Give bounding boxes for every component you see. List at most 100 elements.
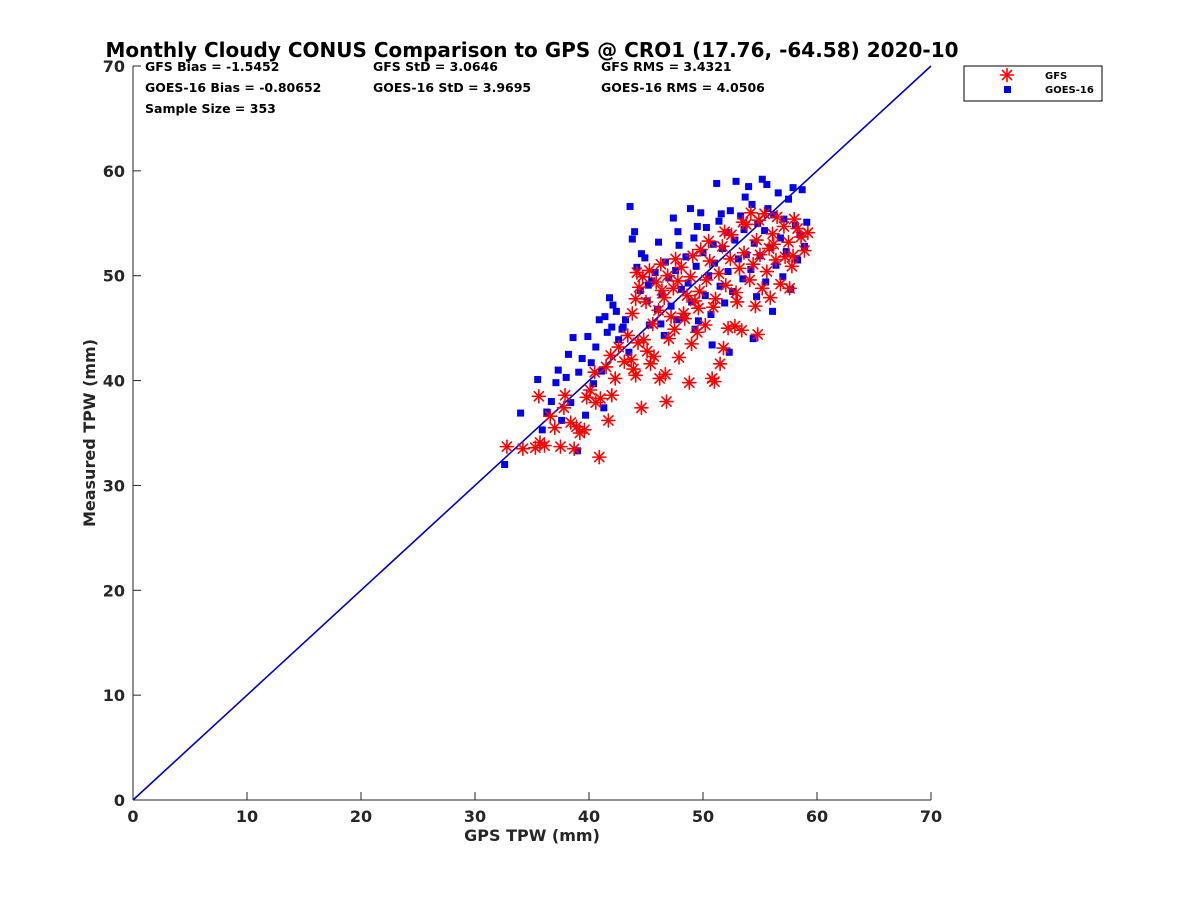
goes16-point bbox=[564, 350, 572, 358]
gfs-point bbox=[587, 364, 603, 380]
goes16-point bbox=[798, 186, 806, 194]
gfs-point bbox=[515, 441, 531, 457]
gfs-point bbox=[776, 219, 792, 234]
gfs-point bbox=[708, 291, 723, 307]
gfs-point bbox=[642, 263, 657, 278]
x-tick-label: 20 bbox=[350, 807, 372, 826]
gfs-point bbox=[582, 382, 598, 398]
goes16-point bbox=[648, 277, 656, 285]
goes-bias-text: GOES-16 Bias = -0.80652 bbox=[145, 80, 321, 95]
y-tick-label: 60 bbox=[103, 162, 125, 181]
goes16-point bbox=[774, 189, 782, 197]
gfs-point bbox=[658, 366, 673, 382]
gfs-point bbox=[752, 247, 768, 263]
gfs-point bbox=[634, 400, 649, 416]
sample-size-text: Sample Size = 353 bbox=[145, 101, 276, 116]
goes16-point bbox=[609, 301, 617, 309]
goes16-point bbox=[625, 348, 633, 356]
plot-area bbox=[132, 65, 932, 801]
gfs-point bbox=[639, 343, 655, 359]
gfs-point bbox=[671, 350, 687, 365]
gfs-point bbox=[636, 332, 652, 347]
gfs-point bbox=[557, 387, 573, 403]
goes16-point bbox=[606, 294, 614, 302]
goes16-point bbox=[803, 218, 811, 226]
gfs-point bbox=[781, 234, 796, 250]
goes16-point bbox=[501, 460, 509, 468]
goes16-point bbox=[724, 268, 732, 276]
gfs-point bbox=[603, 348, 618, 363]
gfs-point bbox=[732, 261, 747, 276]
goes16-point bbox=[558, 416, 566, 424]
gfs-point bbox=[745, 256, 761, 272]
goes16-point bbox=[745, 183, 753, 191]
gfs-point bbox=[785, 248, 801, 264]
goes16-point bbox=[562, 373, 570, 381]
gfs-point bbox=[645, 316, 661, 332]
goes16-point bbox=[672, 266, 680, 274]
gfs-point bbox=[729, 294, 745, 310]
goes16-point bbox=[655, 238, 663, 246]
goes16-point bbox=[785, 195, 792, 203]
goes16-point bbox=[715, 217, 723, 225]
gfs-point bbox=[742, 272, 758, 288]
goes16-point bbox=[677, 285, 685, 293]
goes16-point bbox=[690, 234, 698, 242]
gfs-point bbox=[638, 294, 654, 310]
goes16-point bbox=[758, 175, 766, 183]
gfs-point bbox=[542, 408, 558, 424]
x-tick-label: 60 bbox=[806, 807, 828, 826]
y-tick-label: 30 bbox=[103, 476, 125, 495]
stats-annotations: GFS Bias = -1.5452 GFS StD = 3.0646 GFS … bbox=[145, 59, 765, 116]
gfs-bias-text: GFS Bias = -1.5452 bbox=[145, 59, 279, 74]
gfs-point bbox=[757, 206, 772, 222]
x-tick-label: 40 bbox=[578, 807, 600, 826]
gfs-point bbox=[705, 299, 721, 315]
goes16-point bbox=[782, 248, 790, 256]
gfs-point bbox=[591, 449, 607, 465]
goes16-point bbox=[660, 331, 668, 339]
goes16-point bbox=[587, 359, 595, 367]
gfs-point bbox=[625, 306, 640, 321]
gfs-point bbox=[765, 226, 780, 242]
goes16-point bbox=[641, 254, 649, 262]
gfs-point bbox=[607, 371, 623, 386]
goes16-point bbox=[592, 343, 600, 351]
gfs-point bbox=[759, 264, 775, 279]
goes16-point bbox=[619, 323, 627, 331]
goes16-point bbox=[554, 366, 562, 374]
goes16-point bbox=[534, 376, 542, 384]
goes16-point bbox=[741, 193, 749, 201]
gfs-point bbox=[677, 311, 693, 327]
gfs-point bbox=[648, 274, 664, 290]
gfs-point bbox=[646, 349, 662, 364]
goes16-point bbox=[763, 180, 771, 188]
goes16-point bbox=[673, 316, 681, 324]
gfs-point bbox=[653, 256, 669, 272]
goes16-point bbox=[578, 355, 586, 363]
goes16-point bbox=[615, 336, 623, 344]
goes16-point bbox=[595, 316, 603, 324]
gfs-point bbox=[697, 317, 713, 333]
x-tick-label: 50 bbox=[692, 807, 714, 826]
gfs-point bbox=[604, 387, 620, 403]
gfs-point bbox=[499, 439, 515, 454]
gfs-point bbox=[617, 354, 632, 369]
goes16-point bbox=[762, 278, 770, 286]
goes16-point bbox=[628, 235, 636, 243]
gfs-point bbox=[691, 300, 706, 316]
goes16-point bbox=[723, 229, 731, 237]
gfs-point bbox=[629, 265, 645, 280]
y-tick-label: 40 bbox=[103, 372, 125, 391]
gfs-point bbox=[718, 277, 734, 293]
goes16-point bbox=[667, 302, 675, 310]
gfs-point bbox=[683, 269, 698, 285]
goes16-point bbox=[636, 286, 644, 294]
y-tick-label: 70 bbox=[103, 57, 125, 76]
gfs-point bbox=[651, 303, 666, 318]
goes16-point bbox=[740, 226, 748, 234]
goes16-point bbox=[713, 179, 721, 187]
gfs-point bbox=[667, 321, 682, 337]
y-tick-label: 10 bbox=[103, 686, 125, 705]
